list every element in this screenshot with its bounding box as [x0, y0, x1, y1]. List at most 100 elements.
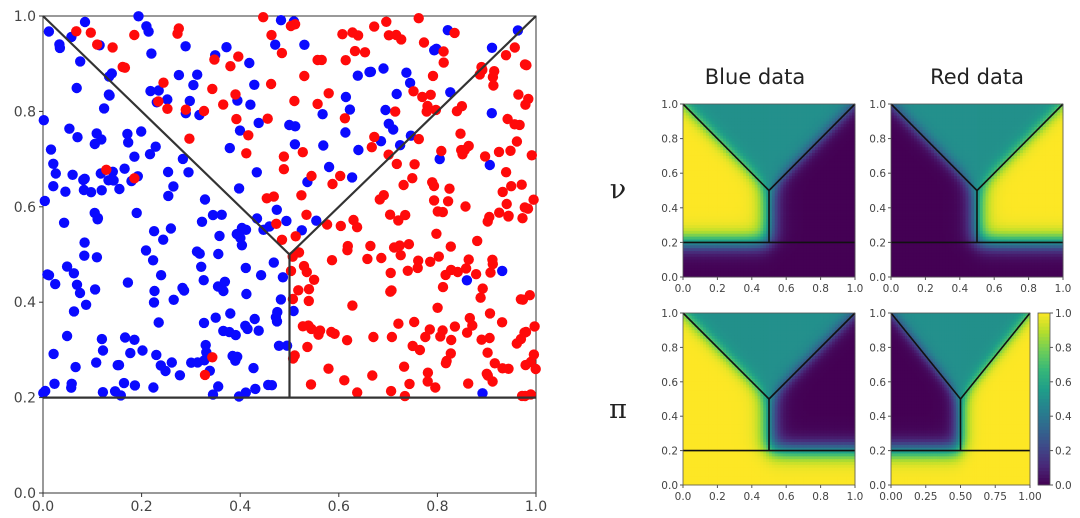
blue-point	[70, 361, 81, 373]
heatmap-cell	[803, 170, 807, 174]
heatmap-cell	[774, 227, 778, 232]
blue-point	[61, 330, 73, 342]
heatmap-cell	[837, 259, 842, 263]
heatmap-cell	[812, 115, 816, 119]
heatmap-cell	[922, 184, 926, 189]
heatmap-cell	[832, 104, 836, 108]
heatmap-cell	[846, 199, 850, 203]
heatmap-cell	[899, 230, 903, 235]
heatmap-cell	[780, 138, 784, 142]
heatmap-cell	[714, 248, 718, 252]
red-point	[477, 283, 488, 294]
heatmap-cell	[896, 204, 900, 209]
heatmap-cell	[723, 245, 727, 249]
heatmap-cell	[754, 216, 758, 220]
heatmap-cell	[754, 135, 758, 139]
heatmap-cell	[902, 129, 906, 134]
blue-point	[200, 339, 211, 351]
heatmap-cell	[911, 147, 915, 151]
heatmap-cell	[814, 196, 819, 200]
heatmap-cell	[685, 210, 690, 214]
heatmap-cell	[849, 210, 853, 214]
heatmap-cell	[771, 190, 776, 194]
blue-point	[184, 95, 195, 107]
heatmap-cell	[809, 173, 813, 177]
heatmap-cell	[814, 268, 819, 272]
heatmap-cell	[700, 213, 704, 217]
heatmap-cell	[685, 176, 690, 180]
heatmap-cell	[694, 216, 698, 220]
heatmap-cell	[812, 239, 816, 243]
red-point	[409, 159, 420, 170]
heatmap-cell	[766, 121, 770, 125]
heatmap-cell	[925, 207, 929, 212]
heatmap-cell	[806, 129, 810, 134]
heatmap-cell	[748, 124, 753, 128]
heatmap-cell	[812, 121, 816, 125]
heatmap-cell	[734, 129, 738, 134]
red-point	[293, 285, 304, 296]
blue-point	[289, 139, 301, 150]
red-point	[428, 195, 440, 206]
heatmap-cell	[852, 181, 856, 186]
heatmap-cell	[896, 121, 900, 125]
heatmap-cell	[708, 239, 713, 243]
heatmap-cell	[809, 127, 813, 131]
heatmap-cell	[832, 265, 836, 269]
heatmap-cell	[697, 239, 701, 243]
heatmap-cell	[685, 127, 690, 131]
heatmap-cell	[814, 144, 819, 148]
heatmap-cell	[708, 112, 713, 116]
heatmap-cell	[714, 147, 718, 151]
heatmap-cell	[763, 236, 767, 240]
heatmap-cell	[797, 118, 801, 122]
heatmap-cell	[837, 236, 842, 240]
heatmap-cell	[925, 236, 929, 240]
heatmap-cell	[852, 268, 856, 272]
heatmap-cell	[826, 138, 830, 142]
heatmap-cell	[740, 118, 744, 122]
heatmap-cell	[703, 184, 707, 189]
heatmap-cell	[852, 112, 856, 116]
heatmap-cell	[751, 256, 756, 261]
heatmap-cell	[817, 141, 821, 145]
red-point	[340, 55, 351, 66]
heatmap-cell	[726, 184, 730, 189]
heatmap-cell	[728, 213, 733, 217]
heatmap-cell	[852, 204, 856, 209]
heatmap-cell	[766, 170, 770, 174]
heatmap-cell	[826, 104, 830, 108]
heatmap-cell	[728, 196, 733, 200]
heatmap-cell	[728, 204, 733, 209]
heatmap-cell	[760, 167, 764, 171]
heatmap-cell	[820, 112, 824, 116]
heatmap-cell	[774, 153, 778, 157]
heatmap-cell	[688, 129, 692, 134]
heatmap-cell	[922, 268, 926, 272]
heatmap-cell	[737, 178, 741, 183]
heatmap-cell	[794, 253, 799, 258]
heatmap-cell	[843, 181, 847, 186]
heatmap-cell	[708, 207, 713, 212]
red-point	[296, 190, 307, 201]
heatmap-cell	[769, 132, 773, 137]
blue-point	[213, 381, 224, 392]
heatmap-cell	[751, 144, 756, 148]
heatmap-cell	[814, 115, 819, 119]
x-tick-label: 0.4	[743, 283, 760, 295]
heatmap-cell	[685, 164, 690, 168]
red-point	[209, 54, 220, 65]
heatmap-cell	[919, 155, 923, 160]
heatmap-cell	[834, 225, 839, 229]
heatmap-cell	[688, 227, 692, 232]
heatmap-cell	[922, 225, 926, 229]
red-point	[523, 93, 534, 105]
heatmap-cell	[826, 170, 830, 174]
heatmap-cell	[893, 213, 898, 217]
heatmap-cell	[786, 176, 790, 180]
heatmap-cell	[789, 115, 793, 119]
heatmap-cell	[711, 236, 715, 240]
heatmap-cell	[754, 274, 758, 278]
heatmap-cell	[832, 207, 836, 212]
heatmap-cell	[902, 144, 906, 148]
